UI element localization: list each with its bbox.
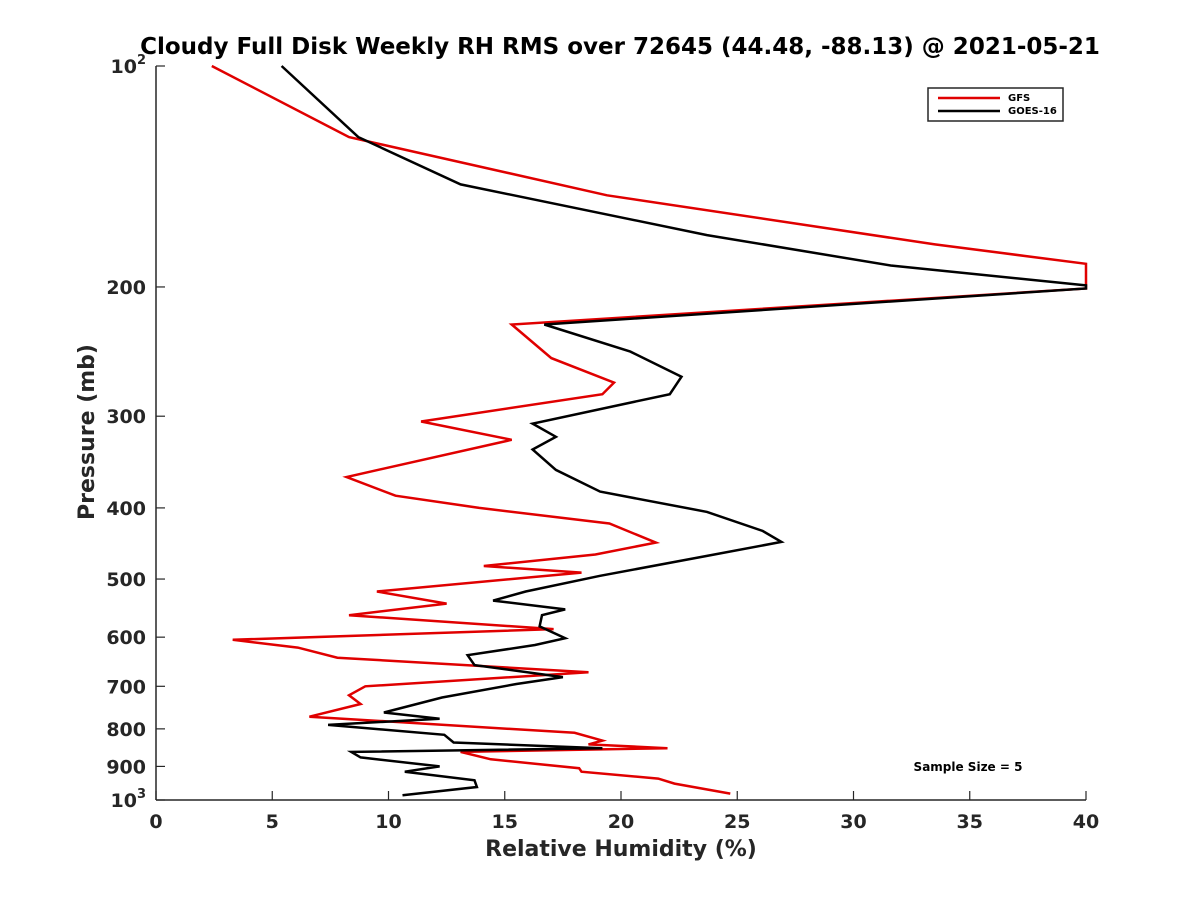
plot-area: [211, 64, 1088, 797]
x-tick-label: 30: [840, 811, 866, 833]
y-tick-label: 900: [106, 756, 146, 778]
y-tick-label: 500: [106, 569, 146, 591]
y-tick-label: 600: [106, 627, 146, 649]
x-tick-label: 5: [266, 811, 279, 833]
chart-title: Cloudy Full Disk Weekly RH RMS over 7264…: [140, 34, 1100, 60]
legend-box: [927, 87, 1064, 122]
x-tick-label: 35: [957, 811, 983, 833]
x-tick-label: 20: [608, 811, 634, 833]
x-axis-label: Relative Humidity (%): [485, 837, 757, 862]
x-tick-label: 15: [492, 811, 518, 833]
legend-label-gfs: GFS: [1008, 93, 1030, 104]
axes: 0 5 10 15 20 25 30 35 40 102 200 300 400 500 600 700 800…: [106, 53, 1099, 833]
y-tick-label: 300: [106, 406, 146, 428]
y-tick-label: 400: [106, 498, 146, 520]
series-line-goes16: [280, 65, 1088, 797]
x-tick-label: 10: [375, 811, 401, 833]
y-axis-label: Pressure (mb): [75, 344, 100, 520]
y-tick-label: 200: [106, 277, 146, 299]
x-tick-label: 40: [1073, 811, 1099, 833]
y-tick-label: 103: [111, 787, 147, 812]
legend: GFS GOES-16: [927, 87, 1064, 122]
sample-size-annotation: Sample Size = 5: [914, 760, 1023, 774]
y-tick-label: 800: [106, 719, 146, 741]
y-tick-label: 102: [111, 53, 147, 78]
x-tick-label: 0: [149, 811, 162, 833]
series-line-gfs: [211, 64, 1088, 795]
legend-label-goes16: GOES-16: [1008, 106, 1057, 117]
x-tick-label: 25: [724, 811, 750, 833]
y-tick-label: 700: [106, 676, 146, 698]
